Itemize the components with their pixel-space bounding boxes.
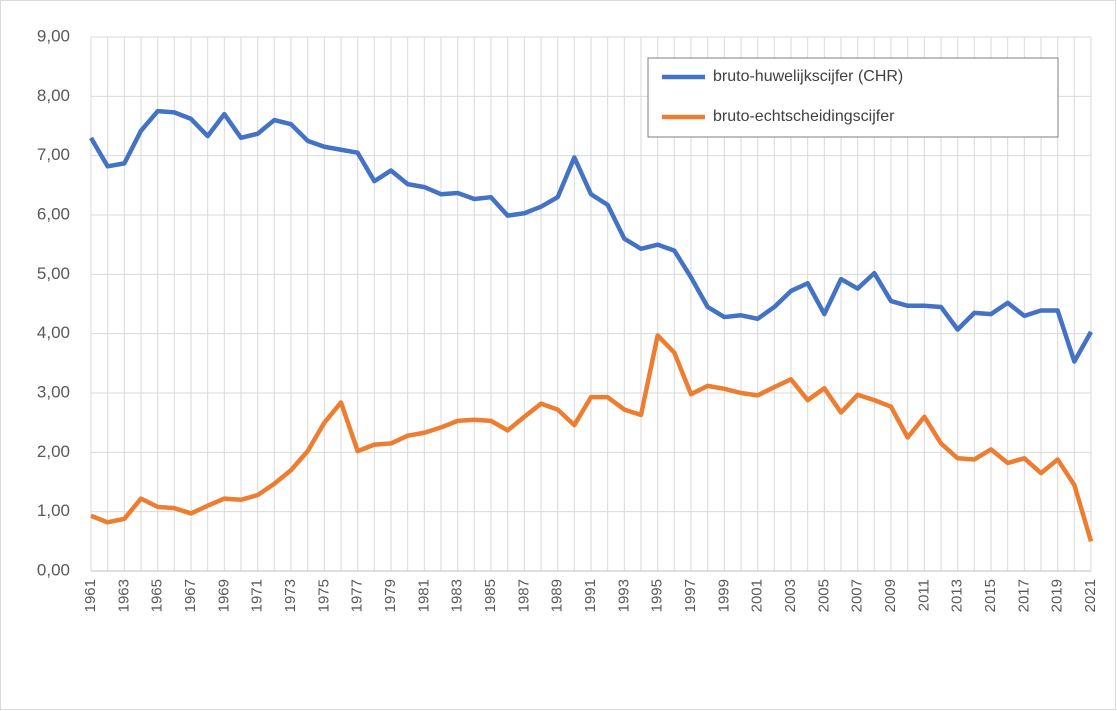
x-tick-label: 1993 (615, 579, 632, 612)
x-tick-label: 1981 (415, 579, 432, 612)
y-tick-label: 1,00 (37, 501, 70, 520)
x-tick-label: 1983 (449, 579, 466, 612)
x-tick-label: 2013 (949, 579, 966, 612)
x-tick-label: 1977 (349, 579, 366, 612)
x-tick-label: 1991 (582, 579, 599, 612)
x-tick-label: 1985 (482, 579, 499, 612)
x-tick-label: 2017 (1015, 579, 1032, 612)
x-tick-label: 1995 (649, 579, 666, 612)
x-tick-label: 1973 (282, 579, 299, 612)
x-tick-label: 1969 (215, 579, 232, 612)
y-tick-label: 8,00 (37, 86, 70, 105)
y-tick-label: 7,00 (37, 145, 70, 164)
legend-label: bruto-echtscheidingscijfer (713, 108, 895, 125)
x-tick-label: 2009 (882, 579, 899, 612)
y-tick-label: 2,00 (37, 442, 70, 461)
y-tick-label: 0,00 (37, 560, 70, 579)
line-series (90, 333, 1094, 542)
x-tick-label: 1975 (315, 579, 332, 612)
x-tick-label: 1999 (715, 579, 732, 612)
x-tick-label: 1961 (82, 579, 99, 612)
x-tick-label: 2021 (1082, 579, 1099, 612)
x-tick-label: 1989 (549, 579, 566, 612)
x-tick-label: 2015 (982, 579, 999, 612)
line-series (89, 108, 1093, 364)
y-tick-label: 6,00 (37, 204, 70, 223)
x-tick-label: 2019 (1049, 579, 1066, 612)
y-tick-label: 4,00 (37, 323, 70, 342)
x-tick-label: 2007 (849, 579, 866, 612)
x-tick-label: 1963 (115, 579, 132, 612)
x-tick-label: 2003 (782, 579, 799, 612)
x-tick-label: 1965 (149, 579, 166, 612)
y-tick-label: 9,00 (37, 26, 70, 45)
y-tick-label: 3,00 (37, 382, 70, 401)
y-tick-label: 5,00 (37, 264, 70, 283)
x-tick-label: 1997 (682, 579, 699, 612)
legend-box (647, 57, 1059, 138)
legend-label: bruto-huwelijkscijfer (CHR) (713, 68, 903, 85)
x-tick-label: 1979 (382, 579, 399, 612)
x-tick-label: 1967 (182, 579, 199, 612)
x-tick-label: 1971 (249, 579, 266, 612)
x-tick-label: 2001 (749, 579, 766, 612)
x-tick-label: 1987 (515, 579, 532, 612)
x-tick-label: 2005 (815, 579, 832, 612)
x-tick-label: 2011 (915, 579, 932, 611)
